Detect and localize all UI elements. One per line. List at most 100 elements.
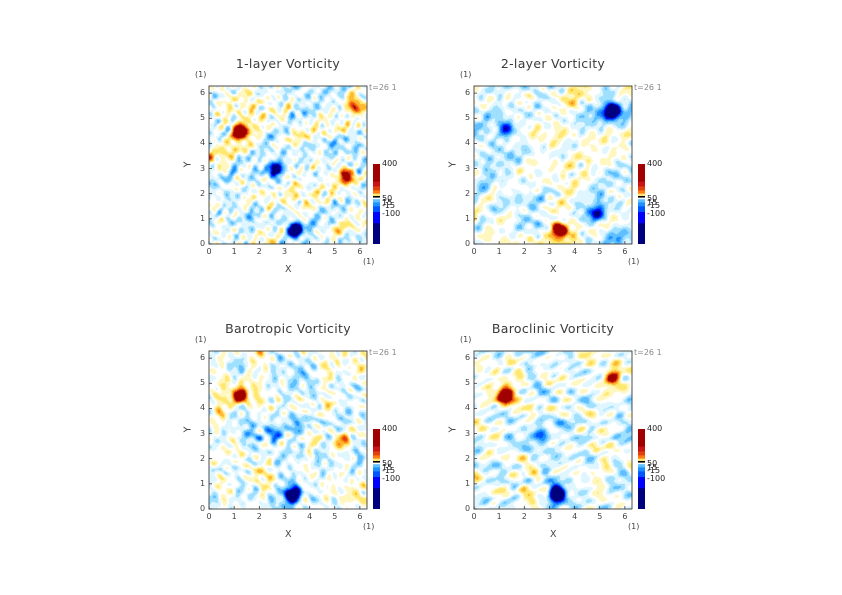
colorbar-band: [638, 181, 645, 187]
chart-axes: [208, 350, 368, 510]
x-unit-label: (1): [363, 257, 375, 266]
colorbar-band: [638, 197, 645, 200]
y-tick-label: 0: [200, 504, 206, 513]
vorticity-heatmap: [474, 351, 632, 509]
colorbar-band: [638, 186, 645, 191]
x-tick-label: 6: [622, 512, 628, 521]
x-tick-label: 2: [256, 247, 262, 256]
x-axis-label: X: [285, 264, 292, 275]
colorbar-band: [638, 464, 645, 468]
y-unit-label: (1): [460, 335, 472, 344]
x-tick-label: 1: [496, 247, 502, 256]
x-tick-label: 6: [357, 512, 363, 521]
colorbar-band: [373, 446, 380, 452]
y-tick-label: 2: [465, 453, 471, 463]
colorbar-band: [638, 196, 645, 199]
y-tick-label: 2: [200, 188, 206, 198]
y-tick-label: 6: [200, 353, 206, 363]
colorbar-band: [373, 196, 380, 199]
colorbar-band: [373, 477, 380, 489]
chart-title: Barotropic Vorticity: [225, 321, 351, 336]
chart-axes: [473, 85, 633, 245]
y-axis-label: Y: [447, 426, 459, 433]
y-tick-label: 0: [200, 239, 206, 248]
x-unit-label: (1): [628, 522, 640, 531]
colorbar-tick-label: 400: [647, 159, 663, 168]
colorbar-band: [638, 477, 645, 489]
y-tick-label: 6: [465, 353, 471, 363]
chart-title: 2-layer Vorticity: [500, 56, 606, 71]
y-tick-label: 4: [465, 403, 471, 413]
colorbar-tick-label: 50: [382, 459, 393, 469]
colorbar-band: [638, 446, 645, 452]
colorbar-band: [373, 164, 380, 183]
colorbar-band: [638, 488, 645, 509]
y-tick-label: 2: [200, 453, 206, 463]
y-tick-label: 3: [200, 428, 206, 438]
colorbar-band: [638, 462, 645, 465]
y-tick-label: 4: [465, 138, 471, 148]
colorbar-tick-label: 400: [382, 159, 398, 168]
colorbar-tick-label: 15: [382, 198, 393, 208]
colorbar-band: [638, 193, 645, 197]
colorbar-tick-label: -15: [647, 466, 661, 476]
x-unit-label: (1): [363, 522, 375, 531]
colorbar-band: [373, 458, 380, 462]
y-tick-label: 1: [200, 478, 206, 488]
colorbar-band: [373, 464, 380, 468]
time-label: t=26 1: [369, 83, 397, 92]
x-tick-label: 5: [332, 247, 338, 256]
colorbar-band: [373, 190, 380, 195]
y-tick-label: 6: [200, 88, 206, 98]
x-tick-label: 3: [546, 512, 553, 521]
x-tick-label: 0: [471, 512, 477, 521]
x-tick-label: 1: [231, 512, 237, 521]
colorbar-band: [373, 202, 380, 207]
colorbar-band: [373, 181, 380, 187]
x-tick-label: 4: [307, 247, 313, 256]
time-label: t=26 1: [369, 348, 397, 357]
colorbar-band: [638, 455, 645, 460]
x-tick-label: 0: [206, 512, 212, 521]
y-tick-label: 1: [465, 478, 471, 488]
colorbar-band: [638, 461, 645, 464]
colorbar-band: [373, 471, 380, 478]
colorbar-band: [373, 451, 380, 456]
x-tick-label: 5: [597, 247, 603, 256]
time-label: t=26 1: [634, 83, 662, 92]
colorbar-band: [373, 212, 380, 224]
plot-frame: [473, 350, 633, 510]
colorbar-tick-label: 50: [382, 194, 393, 204]
y-tick-label: 3: [200, 163, 206, 173]
colorbar: [638, 429, 645, 509]
colorbar-band: [373, 186, 380, 191]
x-tick-label: 3: [281, 512, 288, 521]
x-tick-label: 6: [622, 247, 628, 256]
colorbar-tick-label: 15: [382, 463, 393, 473]
plot-frame: [208, 350, 368, 510]
colorbar-band: [638, 467, 645, 472]
chart-axes: [208, 85, 368, 245]
colorbar-tick-label: -100: [382, 208, 401, 218]
colorbar-tick-label: -100: [382, 473, 401, 483]
y-tick-label: 1: [200, 213, 206, 223]
y-tick-label: 5: [465, 378, 471, 388]
y-tick-label: 3: [465, 428, 471, 438]
y-tick-label: 5: [200, 113, 206, 123]
x-tick-label: 0: [206, 247, 212, 256]
y-axis-label: Y: [182, 161, 194, 168]
colorbar-band: [638, 202, 645, 207]
colorbar-band: [373, 193, 380, 197]
x-tick-label: 3: [546, 247, 553, 256]
y-tick-label: 5: [200, 378, 206, 388]
plot-frame: [208, 85, 368, 245]
x-axis-label: X: [285, 529, 292, 540]
x-tick-label: 5: [332, 512, 338, 521]
x-tick-label: 1: [496, 512, 502, 521]
colorbar-band: [638, 429, 645, 448]
y-tick-label: 0: [465, 504, 471, 513]
colorbar-tick-label: 400: [647, 424, 663, 433]
colorbar-tick-label: 50: [647, 194, 658, 204]
y-axis-label: Y: [447, 161, 459, 168]
y-tick-label: 5: [465, 113, 471, 123]
